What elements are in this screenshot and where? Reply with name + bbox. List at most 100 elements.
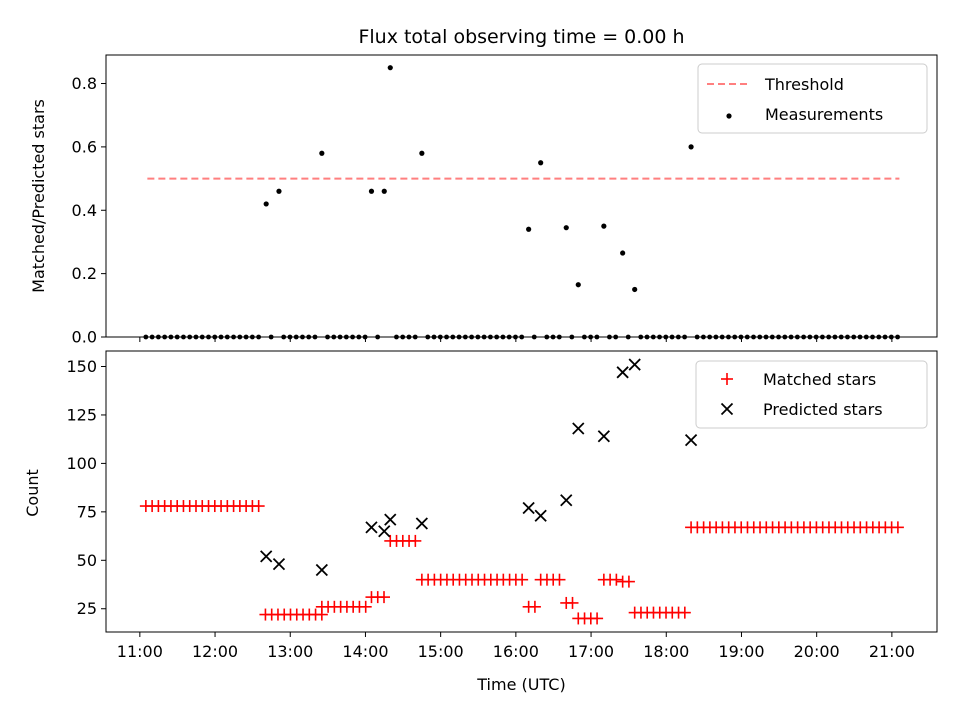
legend-predicted-label: Predicted stars bbox=[763, 400, 883, 419]
measurement-point-zero bbox=[168, 334, 174, 340]
predicted-star-point-b bbox=[365, 521, 378, 534]
measurement-point-zero bbox=[776, 334, 781, 340]
predicted-star-point bbox=[260, 550, 273, 563]
bottom-x-tick-label: 12:00 bbox=[192, 642, 238, 661]
predicted-star-point bbox=[384, 513, 397, 526]
predicted-star-point-b bbox=[597, 430, 610, 443]
matched-star-point bbox=[409, 534, 422, 547]
measurement-point-zero bbox=[763, 334, 769, 340]
measurement-point-zero bbox=[425, 334, 431, 340]
measurement-point-zero bbox=[249, 334, 255, 340]
measurement-point bbox=[688, 144, 694, 150]
measurement-point-zero bbox=[751, 334, 756, 340]
measurement-point-zero bbox=[406, 334, 412, 340]
predicted-star-point bbox=[616, 366, 629, 379]
top-plot-area: 0.0 0.2 0.4 0.6 0.8 bbox=[72, 54, 938, 347]
measurement-point-zero bbox=[675, 334, 681, 340]
measurement-point-zero bbox=[607, 334, 612, 340]
predicted-star-point bbox=[560, 494, 573, 507]
measurement-point bbox=[263, 201, 269, 207]
predicted-star-point bbox=[684, 434, 698, 447]
measurement-point-zero bbox=[337, 334, 343, 340]
matched-star-point bbox=[622, 575, 635, 588]
predicted-star-point bbox=[572, 422, 585, 435]
legend-measurements-marker bbox=[726, 113, 732, 119]
measurement-point-zero bbox=[400, 334, 406, 340]
measurement-point bbox=[387, 65, 393, 71]
matched-star-point bbox=[516, 573, 529, 586]
measurement-point-zero bbox=[513, 334, 518, 340]
matched-star-point bbox=[252, 500, 265, 513]
measurement-point-zero bbox=[531, 334, 537, 340]
measurement-point-zero bbox=[719, 334, 725, 340]
bottom-y-tick-label: 25 bbox=[77, 599, 97, 618]
bottom-x-tick-label: 21:00 bbox=[869, 642, 915, 661]
measurement-point bbox=[632, 286, 638, 293]
measurement-point-zero bbox=[174, 334, 180, 340]
matched-star-point bbox=[610, 573, 623, 586]
measurement-point-zero bbox=[293, 334, 299, 340]
measurement-point-zero bbox=[669, 334, 675, 340]
measurement-point-zero bbox=[581, 334, 587, 340]
predicted-star-point-b bbox=[616, 366, 629, 379]
measurement-point-zero bbox=[644, 334, 650, 340]
measurement-point-zero bbox=[437, 334, 443, 340]
measurement-point-zero bbox=[738, 334, 744, 340]
measurement-point bbox=[601, 223, 607, 229]
predicted-star-point bbox=[597, 430, 610, 443]
measurement-point-zero bbox=[682, 334, 688, 340]
predicted-star-point-b bbox=[384, 513, 397, 526]
measurement-point-zero bbox=[343, 334, 349, 340]
matched-star-point bbox=[528, 600, 541, 613]
measurement-point-zero bbox=[588, 334, 594, 340]
measurement-point-zero bbox=[431, 334, 437, 340]
measurement-point-zero bbox=[462, 334, 468, 340]
legend-threshold-label: Threshold bbox=[764, 75, 844, 94]
measurement-point-zero bbox=[732, 334, 738, 340]
measurement-point-zero bbox=[268, 334, 274, 340]
measurement-point-zero bbox=[882, 334, 888, 340]
measurement-point-zero bbox=[813, 334, 819, 340]
measurement-point bbox=[575, 282, 581, 288]
bottom-x-tick-label: 16:00 bbox=[493, 642, 539, 661]
legend-matched-marker bbox=[721, 373, 733, 385]
bottom-y-tick-label: 50 bbox=[77, 551, 97, 570]
top-y-tick-label: 0.0 bbox=[72, 328, 97, 347]
measurement-point-zero bbox=[444, 334, 449, 340]
predicted-star-point-b bbox=[560, 494, 573, 507]
measurement-point-zero bbox=[450, 334, 456, 340]
measurement-point-zero bbox=[638, 334, 644, 340]
measurement-point-zero bbox=[769, 334, 775, 340]
measurement-point-zero bbox=[331, 334, 337, 340]
legend-x-glyph-b bbox=[720, 402, 734, 416]
measurement-point-zero bbox=[594, 334, 600, 340]
measurement-point-zero bbox=[650, 334, 656, 340]
measurement-point-zero bbox=[550, 334, 556, 340]
measurement-point-zero bbox=[237, 334, 243, 340]
matched-star-point bbox=[553, 573, 566, 586]
bottom-x-tick-label: 17:00 bbox=[568, 642, 614, 661]
predicted-star-point bbox=[534, 509, 547, 522]
measurement-point-zero bbox=[149, 334, 155, 340]
measurement-point-zero bbox=[350, 334, 355, 340]
measurement-point-zero bbox=[726, 334, 731, 340]
predicted-star-point-b bbox=[522, 501, 535, 515]
measurement-point-zero bbox=[488, 334, 493, 340]
top-legend: Threshold Measurements bbox=[697, 63, 928, 134]
measurement-point-zero bbox=[569, 334, 575, 340]
measurement-point-zero bbox=[895, 334, 900, 340]
measurement-point-zero bbox=[832, 334, 838, 340]
measurement-point bbox=[526, 226, 532, 232]
measurement-point bbox=[419, 150, 425, 156]
top-chart-title: Flux total observing time = 0.00 h bbox=[358, 26, 684, 48]
measurement-point bbox=[368, 188, 375, 194]
top-legend-frame bbox=[697, 63, 928, 134]
predicted-star-point-b bbox=[534, 509, 547, 522]
bottom-y-axis-label: Count bbox=[23, 469, 42, 517]
predicted-star-point bbox=[365, 521, 378, 534]
predicted-star-point-b bbox=[315, 563, 328, 577]
measurement-point-zero bbox=[657, 334, 662, 340]
measurement-point-zero bbox=[356, 334, 362, 340]
legend-plus-glyph bbox=[721, 373, 733, 385]
